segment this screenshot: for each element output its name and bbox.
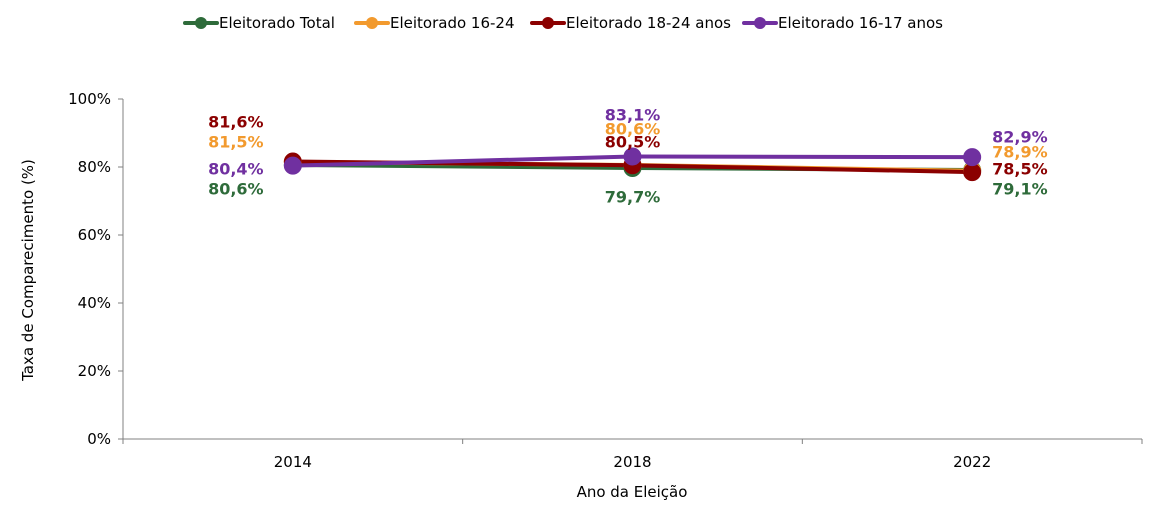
legend-label: Eleitorado 18-24 anos xyxy=(566,14,731,32)
y-axis-title: Taxa de Comparecimento (%) xyxy=(19,159,37,382)
legend-label: Eleitorado 16-24 xyxy=(390,14,515,32)
x-tick-label: 2022 xyxy=(953,453,991,471)
data-label: 80,5% xyxy=(605,132,661,151)
axes: 0% 20% 40% 60% 80% 100% 2014 2018 2022 xyxy=(68,90,1143,471)
data-label: 81,5% xyxy=(208,132,264,151)
data-label: 80,6% xyxy=(605,119,661,138)
legend-label: Eleitorado Total xyxy=(219,14,335,32)
y-tick-label: 80% xyxy=(78,158,111,176)
y-tick-label: 0% xyxy=(87,430,111,448)
y-tick-label: 60% xyxy=(78,226,111,244)
data-label: 79,1% xyxy=(992,179,1048,198)
data-label: 81,6% xyxy=(208,112,264,131)
series-point xyxy=(283,156,302,175)
data-label: 82,9% xyxy=(992,127,1048,146)
data-labels: 80,6% 79,7% 79,1% 81,5% 80,6% 78,9% 81,6% 80,5%… xyxy=(208,105,1048,206)
legend-marker xyxy=(195,17,207,29)
data-label: 79,7% xyxy=(605,187,661,206)
legend-marker xyxy=(754,17,766,29)
y-tick-label: 40% xyxy=(78,294,111,312)
series-point xyxy=(963,148,982,167)
legend-label: Eleitorado 16-17 anos xyxy=(778,14,943,32)
data-label: 83,1% xyxy=(605,105,661,124)
y-tick-label: 100% xyxy=(68,90,111,108)
data-label: 80,6% xyxy=(208,179,264,198)
data-label: 80,4% xyxy=(208,159,264,178)
legend-marker xyxy=(366,17,378,29)
x-tick-label: 2018 xyxy=(613,453,651,471)
series-markers xyxy=(283,147,982,182)
legend-marker xyxy=(542,17,554,29)
data-label: 78,5% xyxy=(992,159,1048,178)
x-axis-title: Ano da Eleição xyxy=(577,483,688,501)
x-tick-label: 2014 xyxy=(274,453,312,471)
legend: Eleitorado Total Eleitorado 16-24 Eleitora… xyxy=(183,14,943,32)
data-label: 78,9% xyxy=(992,142,1048,161)
series-point xyxy=(963,163,982,182)
series-point xyxy=(623,147,642,166)
y-tick-label: 20% xyxy=(78,362,111,380)
